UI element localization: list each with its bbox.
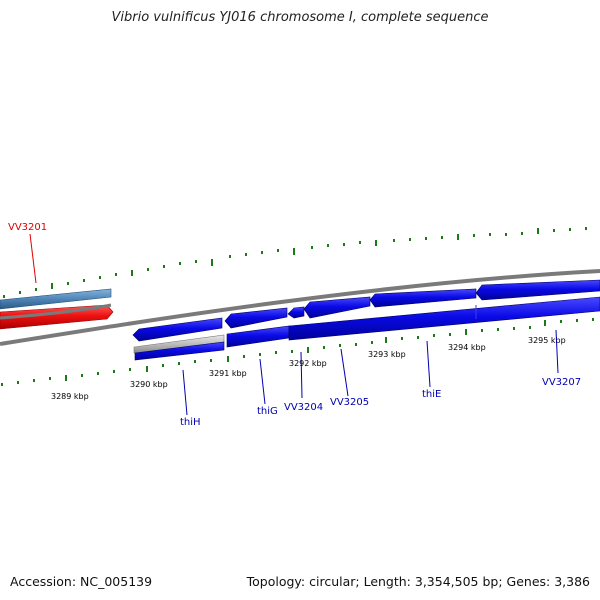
gene-thiG-lower (226, 325, 290, 348)
kbp-label: 3291 kbp (209, 369, 247, 378)
kbp-label: 3292 kbp (289, 359, 327, 368)
gene-thiH-upper (132, 317, 223, 342)
gene-span-lower (288, 296, 600, 341)
backbone-upper (0, 303, 112, 320)
gene-label-VV3201: VV3201 (8, 222, 47, 233)
topology-label: Topology: circular; Length: 3,354,505 bp… (246, 574, 590, 589)
gene-label-VV3207: VV3207 (542, 377, 581, 388)
gene-VV3201 (0, 304, 114, 330)
gene-leader-lines (29, 233, 559, 416)
inner-tick-ring (1, 318, 594, 386)
gene-label-VV3204: VV3204 (284, 402, 323, 413)
gene-VV3207-upper (475, 279, 600, 301)
outer-tick-ring (3, 227, 587, 298)
reverse-strand-genes (133, 296, 600, 361)
kbp-label: 3295 kbp (528, 336, 566, 345)
gene-label-thiH: thiH (180, 417, 201, 428)
gene-labels: VV3201 thiH thiG VV3204 VV3205 thiE VV32… (8, 222, 581, 428)
gene-VV3204-upper (287, 306, 305, 319)
gene-thiH-lower (134, 341, 225, 361)
kbp-labels: 3289 kbp 3290 kbp 3291 kbp 3292 kbp 3293… (51, 336, 566, 401)
backbone-lower (0, 269, 600, 346)
kbp-label: 3294 kbp (448, 343, 486, 352)
forward-strand-genes (0, 279, 600, 342)
gene-thiG-upper (224, 307, 288, 329)
kbp-label: 3293 kbp (368, 350, 406, 359)
map-title: Vibrio vulnificus YJ016 chromosome I, co… (111, 10, 489, 25)
kbp-label: 3289 kbp (51, 392, 89, 401)
gene-steel-upper (0, 288, 112, 310)
gene-label-thiG: thiG (257, 406, 278, 417)
kbp-label: 3290 kbp (130, 380, 168, 389)
accession-label: Accession: NC_005139 (10, 574, 153, 589)
gene-label-VV3205: VV3205 (330, 397, 369, 408)
gene-label-thiE: thiE (422, 389, 441, 400)
gene-thiE-upper (369, 288, 477, 308)
gene-VV3205-upper (303, 296, 371, 319)
